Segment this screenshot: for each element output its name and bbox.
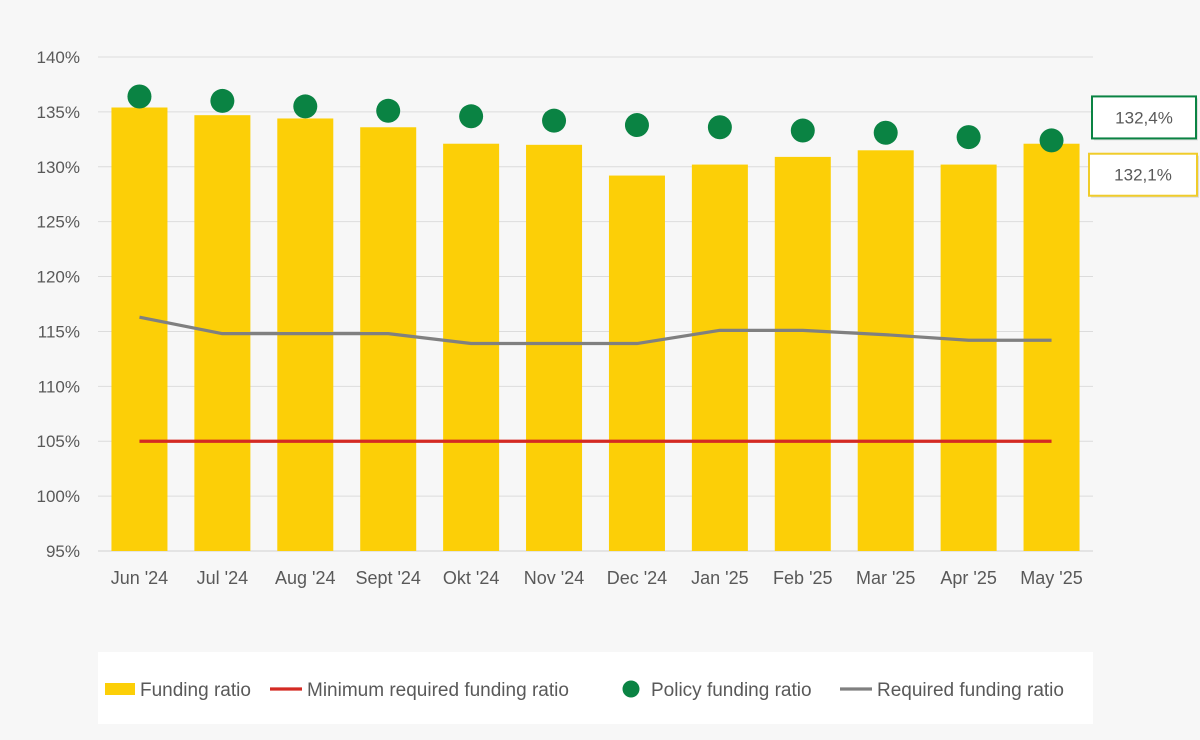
- legend-label: Policy funding ratio: [651, 680, 812, 701]
- legend-swatch-dot: [622, 680, 640, 698]
- bar-funding-ratio: [691, 164, 748, 552]
- x-tick-label: Apr '25: [940, 568, 996, 588]
- x-tick-label: Feb '25: [773, 568, 832, 588]
- point-policy-funding-ratio: [293, 94, 318, 119]
- x-tick-label: May '25: [1020, 568, 1082, 588]
- legend-label: Required funding ratio: [877, 680, 1064, 701]
- legend-label: Minimum required funding ratio: [307, 680, 569, 701]
- y-tick-label: 135%: [37, 103, 80, 122]
- point-policy-funding-ratio: [459, 104, 484, 129]
- bar-funding-ratio: [857, 150, 914, 552]
- y-tick-label: 100%: [37, 487, 80, 506]
- y-tick-label: 130%: [37, 158, 80, 177]
- point-policy-funding-ratio: [542, 108, 567, 133]
- bar-series: [111, 107, 1080, 552]
- callout-value: 132,4%: [1115, 108, 1173, 127]
- point-policy-funding-ratio: [707, 115, 732, 140]
- x-axis-ticks: Jun '24 Jul '24 Aug '24 Sept '24 Okt '24 Nov …: [111, 568, 1083, 588]
- bar-funding-ratio: [111, 107, 168, 552]
- line-series: [139, 315, 1052, 443]
- y-tick-label: 95%: [46, 542, 80, 561]
- bar-funding-ratio: [774, 156, 831, 552]
- x-tick-label: Mar '25: [856, 568, 915, 588]
- legend-label: Funding ratio: [140, 680, 251, 701]
- bar-funding-ratio: [940, 164, 997, 552]
- y-tick-label: 125%: [37, 213, 80, 232]
- callout-box: [1091, 95, 1197, 140]
- x-tick-label: Sept '24: [355, 568, 421, 588]
- callout-box: [1088, 152, 1198, 197]
- bar-funding-ratio: [360, 127, 417, 551]
- y-tick-label: 120%: [37, 268, 80, 287]
- point-policy-funding-ratio: [1039, 128, 1064, 153]
- y-axis-ticks: 95% 100% 105% 110% 115% 120% 125% 130% 135% 140%: [37, 48, 80, 561]
- value-callouts: 132,4% 132,1%: [1088, 95, 1199, 198]
- x-tick-label: Nov '24: [524, 568, 584, 588]
- bar-funding-ratio: [443, 143, 500, 552]
- point-policy-funding-ratio: [624, 113, 649, 138]
- point-policy-funding-ratio: [127, 84, 152, 109]
- x-tick-label: Aug '24: [275, 568, 336, 588]
- point-policy-funding-ratio: [210, 88, 235, 113]
- legend: Funding ratio Minimum required funding ra…: [105, 680, 1064, 701]
- bar-funding-ratio: [1023, 143, 1080, 552]
- x-tick-label: Jan '25: [691, 568, 748, 588]
- point-policy-funding-ratio: [376, 98, 401, 123]
- y-tick-label: 140%: [37, 48, 80, 67]
- point-policy-funding-ratio: [873, 120, 898, 145]
- x-tick-label: Okt '24: [443, 568, 499, 588]
- point-policy-funding-ratio: [956, 125, 981, 150]
- callout-value: 132,1%: [1114, 166, 1172, 185]
- bar-funding-ratio: [608, 175, 665, 551]
- point-policy-funding-ratio: [790, 118, 815, 143]
- x-tick-label: Dec '24: [607, 568, 667, 588]
- y-tick-label: 115%: [38, 322, 80, 341]
- y-tick-label: 110%: [38, 377, 80, 396]
- x-tick-label: Jul '24: [197, 568, 248, 588]
- y-tick-label: 105%: [37, 432, 80, 451]
- required-funding-ratioline: [139, 315, 1052, 346]
- legend-box: [98, 652, 1093, 724]
- bar-funding-ratio: [526, 144, 583, 552]
- legend-swatch-funding-ratio: [105, 683, 135, 695]
- scatter-series: [127, 84, 1064, 153]
- x-tick-label: Jun '24: [111, 568, 168, 588]
